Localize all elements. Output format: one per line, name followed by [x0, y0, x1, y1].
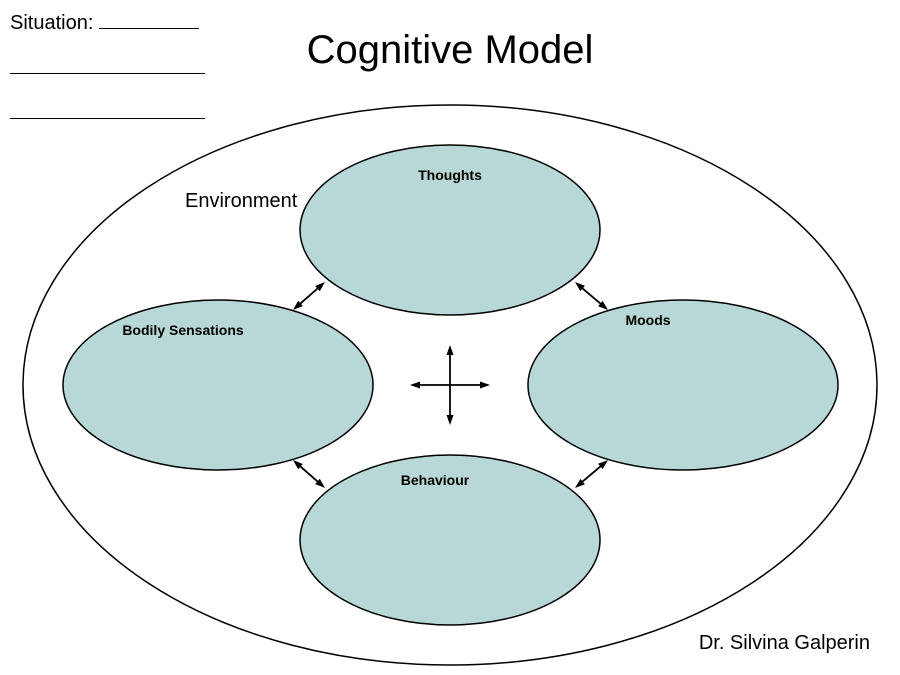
node-label-moods: Moods [625, 312, 670, 328]
node-label-sensations: Bodily Sensations [122, 322, 243, 338]
node-label-thoughts: Thoughts [418, 167, 482, 183]
page: Situation: Cognitive Model Environment T… [0, 0, 900, 675]
author-label: Dr. Silvina Galperin [699, 632, 870, 655]
environment-label: Environment [185, 190, 297, 213]
node-label-behaviour: Behaviour [401, 472, 469, 488]
